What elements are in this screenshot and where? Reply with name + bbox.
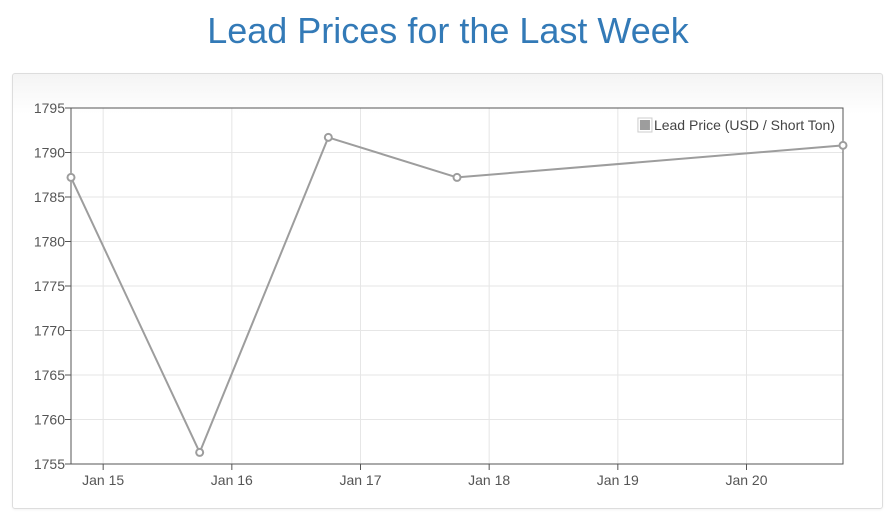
y-tick-label: 1770: [34, 323, 65, 339]
page-title: Lead Prices for the Last Week: [207, 10, 689, 51]
legend[interactable]: Lead Price (USD / Short Ton): [637, 117, 835, 133]
legend-label: Lead Price (USD / Short Ton): [654, 117, 835, 133]
x-tick-label: Jan 18: [468, 472, 510, 488]
y-tick-label: 1765: [34, 367, 65, 383]
data-point[interactable]: [452, 172, 462, 182]
y-axis-ticks: 1755 1760 1765 1770 1775 1780 1785 1790 1795: [34, 100, 71, 472]
chart-panel: 1755 1760 1765 1770 1775 1780 1785 1790 1795 Jan…: [12, 73, 883, 509]
legend-swatch: [639, 120, 650, 130]
data-point[interactable]: [838, 140, 848, 150]
data-point[interactable]: [323, 132, 333, 142]
grid: [71, 107, 843, 465]
y-tick-label: 1785: [34, 189, 65, 205]
data-point[interactable]: [195, 447, 205, 457]
y-tick-label: 1775: [34, 278, 65, 294]
x-tick-label: Jan 17: [339, 472, 381, 488]
series: [66, 132, 848, 457]
x-axis-ticks: Jan 15 Jan 16 Jan 17 Jan 18 Jan 19 Jan 20: [82, 464, 768, 488]
y-tick-label: 1790: [34, 145, 65, 161]
data-point[interactable]: [66, 172, 76, 182]
line-chart: 1755 1760 1765 1770 1775 1780 1785 1790 1795 Jan…: [34, 100, 848, 488]
x-tick-label: Jan 20: [725, 472, 767, 488]
x-tick-label: Jan 16: [211, 472, 253, 488]
x-tick-label: Jan 19: [597, 472, 639, 488]
y-tick-label: 1760: [34, 412, 65, 428]
y-tick-label: 1780: [34, 234, 65, 250]
x-tick-label: Jan 15: [82, 472, 124, 488]
y-tick-label: 1755: [34, 456, 65, 472]
series-line: [70, 136, 844, 454]
y-tick-label: 1795: [34, 100, 65, 116]
